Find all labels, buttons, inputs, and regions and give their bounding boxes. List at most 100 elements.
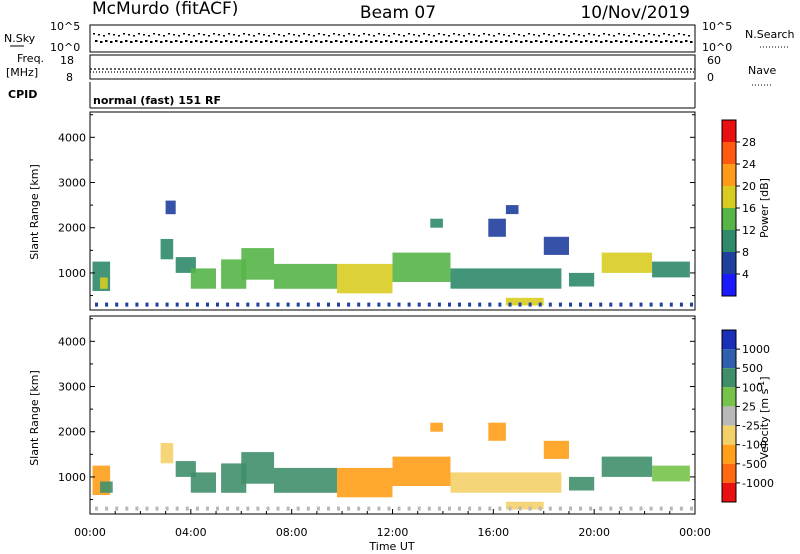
noise-sky-point [680,41,683,43]
noise-sky-point [95,40,98,42]
noise-sky-point [385,40,388,42]
noise-sky-point [320,41,323,43]
noise-sky-point [615,40,618,42]
noise-search-point [463,35,465,37]
noise-sky-point [250,41,253,43]
noise-search-point [428,34,430,36]
noise-sky-point [165,40,168,42]
noise-sky-point [580,41,583,43]
power-ground-point [548,302,552,307]
velocity-ground-point [589,506,593,511]
noise-search-point [688,35,690,37]
velocity-ground-point [458,506,461,511]
velocity-ground-point [195,506,199,511]
freq-tick-high: 18 [60,54,74,67]
power-ground-point [609,302,613,307]
noise-sky-point [565,40,568,42]
power-patch-19 [652,261,690,278]
velocity-ground-point [659,506,663,511]
noise-sky-point [150,41,153,43]
velocity-patch-12 [488,422,506,441]
power-ground-point [448,302,451,307]
noise-sky-point [355,40,358,42]
velocity-patch-6 [241,452,275,484]
velocity-ground-point [246,506,250,511]
noise-sky-point [640,41,643,43]
colorbar-tick-label: 20 [742,180,756,193]
noise-search-point [163,35,165,37]
velocity-ground-point [175,506,179,511]
noise-sky-point [100,41,103,43]
noise-search-point [298,35,300,37]
y-tick-label: 4000 [58,335,86,348]
power-patch-18 [601,252,653,273]
power-ground-point [669,302,673,307]
power-ground-point [115,302,119,307]
noise-search-point [328,35,330,37]
power-ground-point [286,302,290,307]
power-patch-7 [241,248,275,280]
noise-sky-point [365,40,368,42]
power-ground-point [407,302,411,307]
noise-sky-point [590,41,593,43]
velocity-ground-point [498,506,502,511]
velocity-colorbar-cell [722,387,736,407]
velocity-ground-point [558,506,562,511]
power-colorbar: 4 8 12 16 20 24 28 Power [dB] [721,119,771,297]
noise-search-point [363,33,365,35]
y-tick-label: 2000 [58,426,86,439]
noise-search-point [278,34,280,36]
noise-sky-point [610,41,613,43]
velocity-patch-14 [543,440,569,459]
velocity-ground-point [649,506,653,511]
noise-search-point [483,33,485,35]
noise-sky-point [475,40,478,42]
noise-sky-point [465,40,468,42]
noise-sky-point [395,40,398,42]
power-ground-point [397,302,401,307]
noise-sky-point [160,41,163,43]
noise-sky-point [645,40,648,42]
power-patch-12 [450,268,562,289]
velocity-ground-point [327,506,330,511]
power-ground-point [498,302,502,307]
noise-sky-point [515,40,518,42]
noise-sky-point [620,41,623,43]
noise-search-point [423,33,425,35]
noise-search-point [193,35,195,37]
velocity-ground-point [185,506,189,511]
noise-search-point [548,34,550,36]
velocity-xlabel: Time UT [368,540,414,553]
nsky-label: N.Sky [4,32,36,45]
power-ground-point [679,302,683,307]
velocity-ground-point [679,506,683,511]
power-ground-point [437,302,441,307]
noise-sky-point [145,40,148,42]
noise-search-point [378,33,380,35]
power-patches [92,200,693,307]
noise-search-point [648,33,650,35]
power-ground-point [327,302,330,307]
velocity-panel: 1000 2000 3000 4000 00:00 04:00 08:00 12:00 16:… [28,315,711,553]
noise-sky-point [525,40,528,42]
noise-sky-point [405,40,408,42]
noise-search-point [158,34,160,36]
velocity-ground-point [236,506,240,511]
power-ground-point [185,302,189,307]
velocity-ground-point [669,506,673,511]
velocity-ground-point [155,506,159,511]
noise-search-point [253,35,255,37]
velocity-ground-point [690,506,693,511]
velocity-ground-point [609,506,613,511]
noise-search-point [388,35,390,37]
noise-search-point [658,35,660,37]
velocity-colorbar-cells [722,330,736,502]
velocity-colorbar-label: Velocity [m s-1] [757,376,771,459]
power-patch-14 [505,205,519,215]
y-tick-label: 3000 [58,381,86,394]
noise-sky-point [205,40,208,42]
freq-panel: Freq. [MHz] 18 8 60 0 Nave [6,52,776,86]
velocity-ground-point [377,506,381,511]
noise-search-point [138,33,140,35]
noise-search-point [568,35,570,37]
